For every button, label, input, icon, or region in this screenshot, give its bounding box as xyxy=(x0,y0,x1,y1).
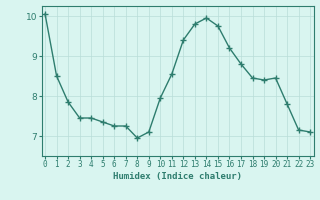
X-axis label: Humidex (Indice chaleur): Humidex (Indice chaleur) xyxy=(113,172,242,181)
